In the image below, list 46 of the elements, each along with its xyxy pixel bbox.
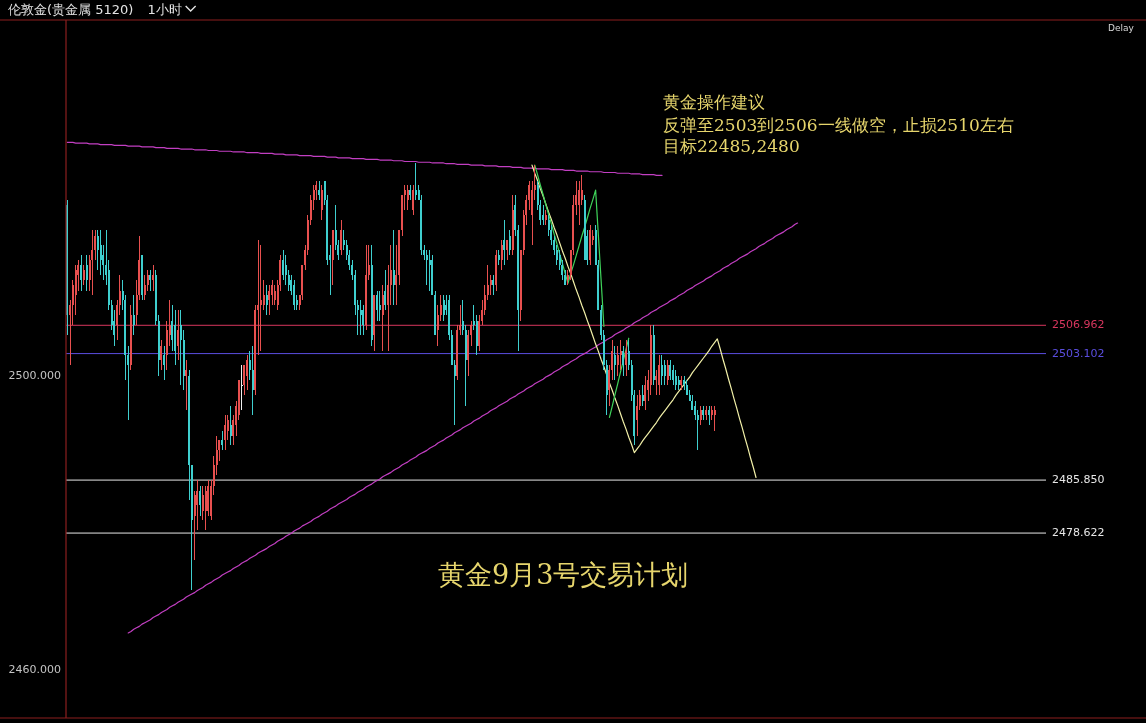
ref-line-label: 2506.962 xyxy=(1052,318,1105,332)
candlestick xyxy=(509,229,511,256)
candlestick xyxy=(321,184,323,221)
candlestick xyxy=(202,485,204,521)
chart-subtitle: 1小时 xyxy=(147,2,182,17)
candlestick xyxy=(163,345,165,381)
candlestick xyxy=(625,339,627,377)
candlestick xyxy=(661,354,663,386)
y-tick-label: 2460.000 xyxy=(8,662,61,676)
candlestick xyxy=(180,309,182,386)
candlestick xyxy=(714,405,716,432)
line-series xyxy=(531,164,757,479)
candlestick xyxy=(664,359,666,386)
candlestick xyxy=(636,394,638,437)
candlestick xyxy=(340,219,342,256)
ref-line-label: 2478.622 xyxy=(1052,526,1105,540)
annotation: Delay xyxy=(1108,23,1135,33)
candlestick xyxy=(260,244,262,352)
ref-line-label: 2485.850 xyxy=(1052,473,1105,487)
candlestick xyxy=(80,254,82,292)
candlestick xyxy=(144,274,146,301)
candlestick xyxy=(86,254,88,292)
y-tick-label: 2500.000 xyxy=(8,369,61,383)
candlestick xyxy=(83,264,85,286)
candlestick xyxy=(177,309,179,361)
candlestick xyxy=(133,294,135,336)
candlestick xyxy=(672,364,674,386)
annotation: 黄金操作建议 xyxy=(663,92,765,112)
candlestick xyxy=(246,354,248,391)
candlestick xyxy=(263,279,265,311)
candlestick xyxy=(379,290,381,322)
line-series xyxy=(127,222,799,634)
candlestick xyxy=(274,284,276,306)
candlestick xyxy=(221,430,223,451)
candlestick xyxy=(97,229,99,271)
candlestick xyxy=(199,485,201,517)
candlestick xyxy=(282,249,284,281)
annotation: 目标22485,2480 xyxy=(663,136,800,156)
annotation: 反弹至2503到2506一线做空，止损2510左右 xyxy=(663,115,1014,135)
annotation: 黄金9月3号交易计划 xyxy=(438,559,689,590)
chart-title: 伦敦金(贵金属 5120) xyxy=(8,2,134,17)
candlestick xyxy=(224,414,226,451)
line-series xyxy=(66,141,663,177)
ref-line-label: 2503.102 xyxy=(1052,346,1105,360)
candlestick xyxy=(658,354,660,396)
candlestick xyxy=(376,290,378,322)
